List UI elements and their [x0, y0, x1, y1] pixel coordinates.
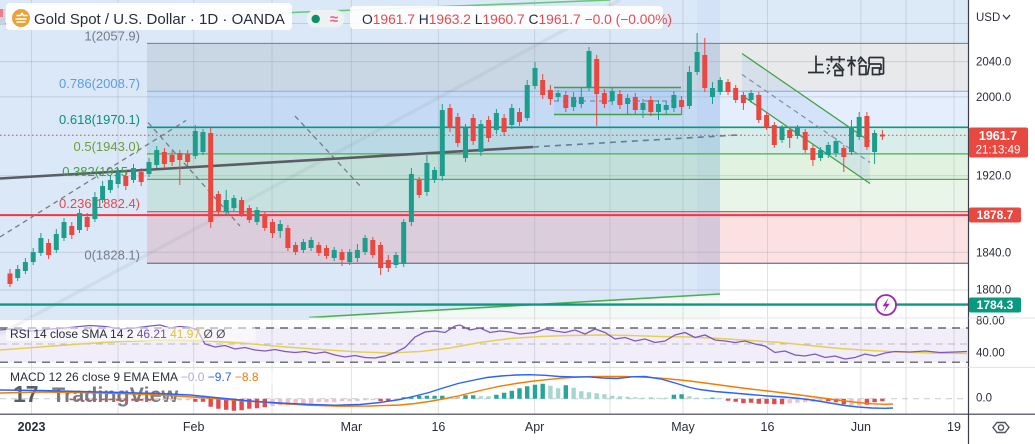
- svg-text:0.382(1915: 0.382(1915: [62, 164, 128, 179]
- svg-text:40.00: 40.00: [976, 347, 1005, 359]
- svg-text:Mar: Mar: [341, 420, 363, 434]
- svg-text:≈: ≈: [330, 11, 338, 28]
- svg-text:1784.3: 1784.3: [977, 298, 1014, 312]
- svg-text:16: 16: [431, 420, 445, 434]
- svg-text:16: 16: [761, 420, 775, 434]
- svg-text:RSI 14 close SMA 14 2 46.21 4: RSI 14 close SMA 14 2 46.21 41.97 Ø Ø: [10, 327, 226, 341]
- svg-text:1840.0: 1840.0: [976, 247, 1011, 259]
- svg-text:19: 19: [947, 420, 961, 434]
- svg-text:Feb: Feb: [183, 420, 205, 434]
- svg-text:0(1828.1): 0(1828.1): [84, 248, 140, 263]
- svg-text:21:13:49: 21:13:49: [976, 145, 1021, 157]
- svg-text:2040.0: 2040.0: [976, 57, 1011, 69]
- svg-text:Jun: Jun: [851, 420, 871, 434]
- svg-text:1800.0: 1800.0: [976, 285, 1011, 297]
- svg-text:1878.7: 1878.7: [977, 208, 1014, 222]
- svg-text:1920.0: 1920.0: [976, 171, 1011, 183]
- svg-text:Gold Spot / U.S. Dollar · 1D ·: Gold Spot / U.S. Dollar · 1D · OANDA: [34, 11, 285, 28]
- svg-text:0.786(2008.7): 0.786(2008.7): [59, 76, 140, 91]
- svg-text:Apr: Apr: [525, 420, 544, 434]
- svg-text:2023: 2023: [18, 420, 46, 434]
- svg-text:MACD 12 26 close 9 EMA EMA −0: MACD 12 26 close 9 EMA EMA −0.0 −9.7 −8.…: [10, 370, 259, 384]
- svg-text:0.5(1943.0): 0.5(1943.0): [74, 139, 141, 154]
- svg-text:O1961.7 H1963.2 L1960.7 C1961.: O1961.7 H1963.2 L1960.7 C1961.7 −0.0 (−0…: [362, 12, 672, 27]
- svg-text:17: 17: [13, 381, 39, 407]
- svg-text:0.618(1970.1): 0.618(1970.1): [59, 112, 140, 127]
- svg-text:USD: USD: [976, 12, 1000, 24]
- svg-text:0.0: 0.0: [976, 393, 992, 405]
- svg-text:2000.0: 2000.0: [976, 92, 1011, 104]
- svg-text:1(2057.9): 1(2057.9): [84, 29, 140, 44]
- svg-text:May: May: [671, 420, 695, 434]
- svg-text:80.00: 80.00: [976, 316, 1005, 328]
- svg-text:0.236(1882.4): 0.236(1882.4): [59, 196, 140, 211]
- svg-text:1961.7: 1961.7: [979, 129, 1017, 143]
